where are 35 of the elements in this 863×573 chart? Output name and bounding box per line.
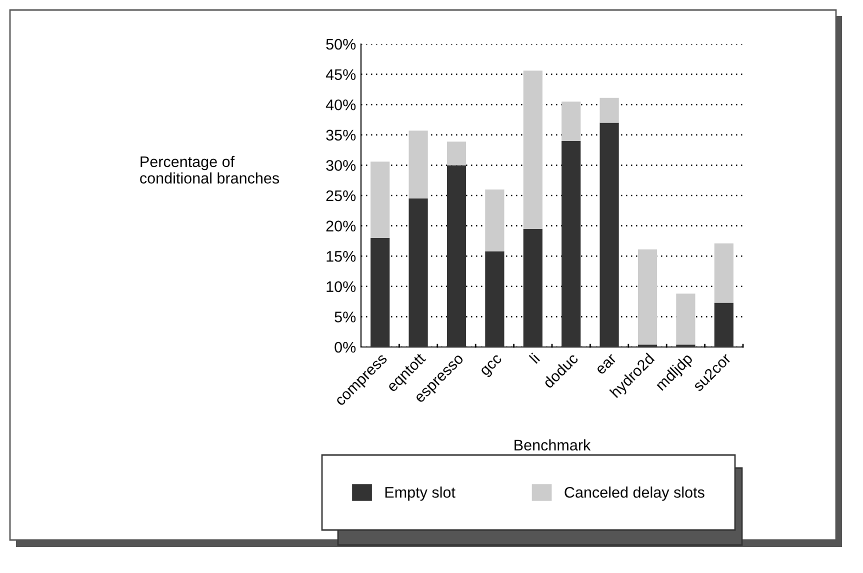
bar (562, 140, 581, 347)
bar (562, 102, 581, 141)
y-tick-label: 10% (326, 281, 356, 292)
y-tick-label: 5% (334, 312, 356, 322)
bar (446, 142, 466, 166)
bar (370, 162, 390, 238)
legend-label: Canceled delay slots (564, 486, 704, 501)
bar (523, 70, 542, 229)
bar (408, 198, 428, 347)
bar (714, 243, 734, 303)
bar (676, 294, 696, 345)
y-tick-label: 40% (326, 99, 356, 110)
y-tick-label: 0% (334, 342, 356, 353)
y-tick-label: 30% (326, 160, 356, 171)
legend-label: Empty slot (385, 486, 456, 501)
x-tick-label: li (528, 352, 540, 364)
bar (523, 228, 542, 347)
x-axis-title: Benchmark (514, 439, 591, 451)
y-tick-label: 50% (326, 38, 356, 50)
bar (714, 302, 734, 347)
x-tick-label: gcc (480, 354, 504, 378)
y-tick-label: 45% (326, 69, 356, 80)
y-tick-label: 35% (326, 130, 356, 141)
bar (408, 130, 428, 199)
bar (446, 165, 466, 347)
bar (370, 238, 390, 347)
bar (485, 189, 504, 252)
bar (485, 251, 504, 347)
y-tick-label: 20% (326, 220, 356, 232)
y-tick-label: 15% (326, 251, 356, 262)
y-axis-title: Percentage of conditional branches (140, 156, 280, 184)
bar (600, 122, 619, 347)
bar (638, 249, 658, 345)
bar (600, 98, 619, 123)
y-tick-label: 25% (326, 190, 356, 202)
